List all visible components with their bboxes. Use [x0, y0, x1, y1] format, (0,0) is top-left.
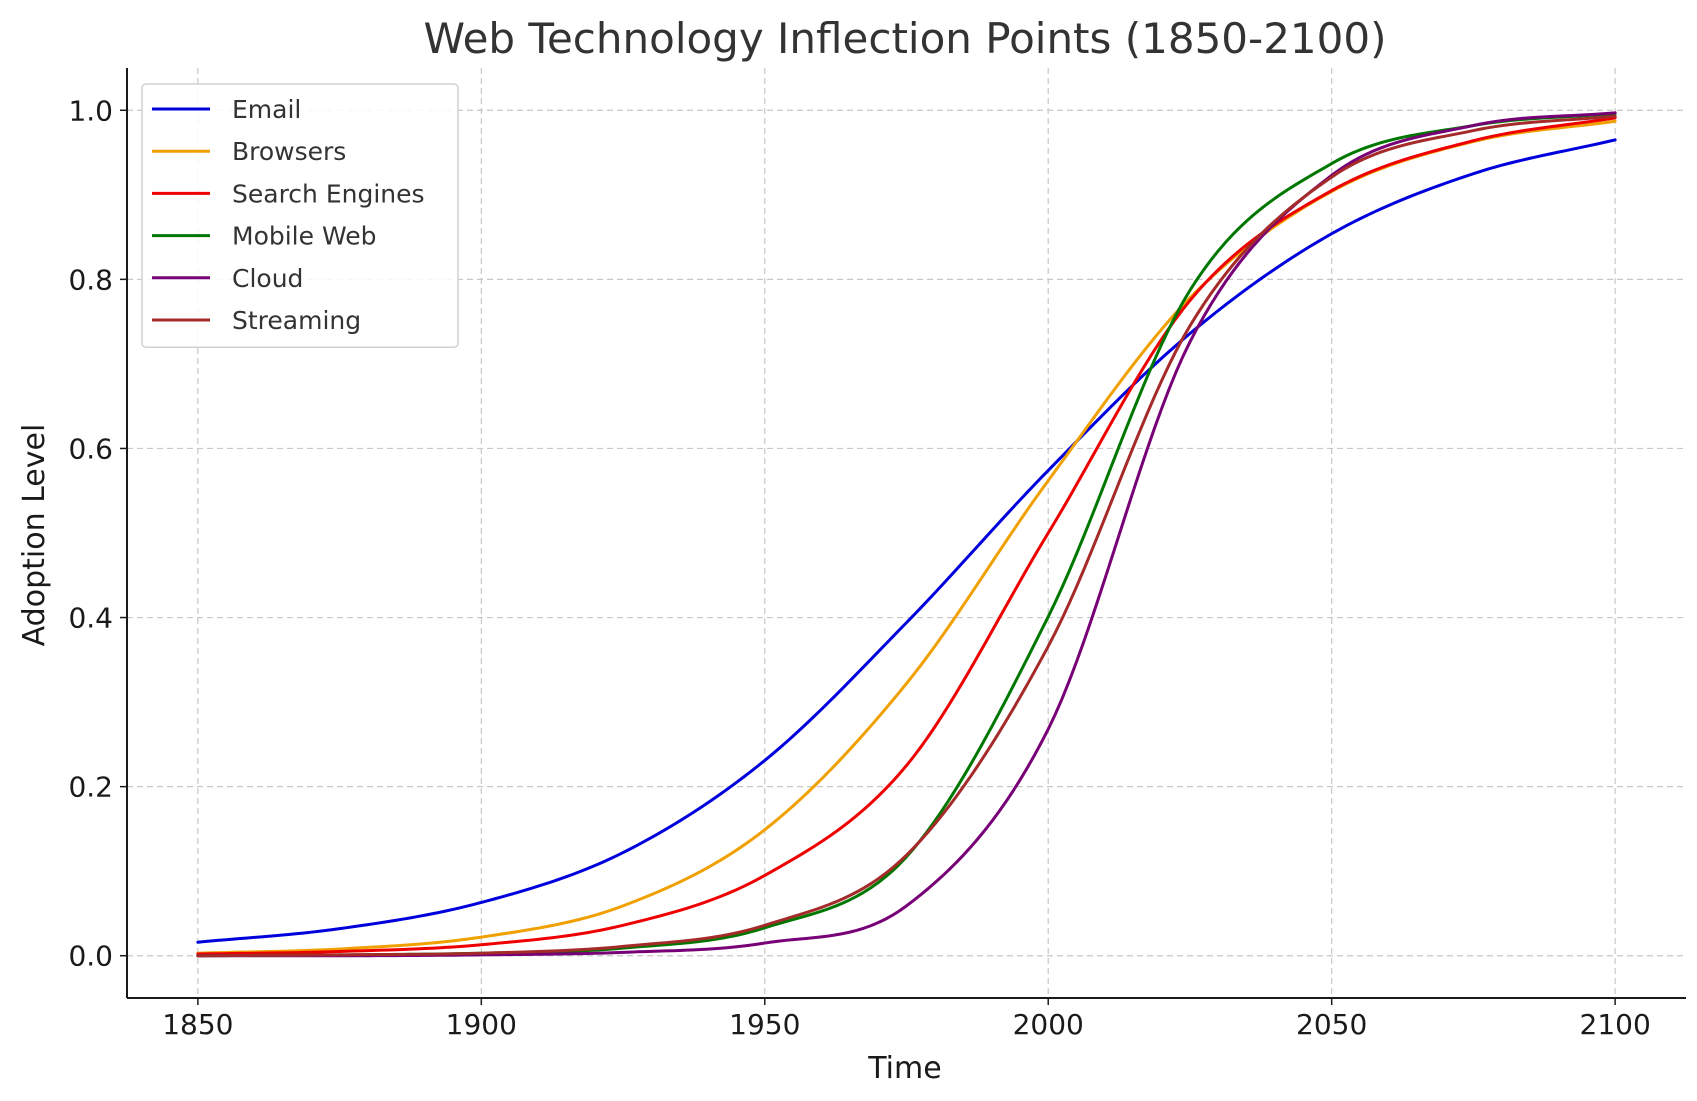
- y-axis-label: Adoption Level: [17, 424, 52, 647]
- legend-label-streaming: Streaming: [232, 306, 361, 335]
- y-tick-label: 0.8: [68, 263, 113, 296]
- series-line-streaming: [196, 114, 1617, 958]
- legend-label-search-engines: Search Engines: [232, 179, 425, 208]
- grid: [127, 68, 1686, 998]
- y-tick-label: 0.2: [68, 771, 113, 804]
- legend-label-browsers: Browsers: [232, 137, 346, 166]
- x-axis-label: Time: [867, 1051, 941, 1086]
- y-tick-label: 0.4: [68, 602, 113, 635]
- y-tick-label: 0.0: [68, 940, 113, 973]
- y-tick-label: 0.6: [68, 432, 113, 465]
- legend-label-cloud: Cloud: [232, 264, 303, 293]
- axes: 1850 1900 1950 2000 2050 2100 0.0 0.2 0.4 0.6 0.8 1…: [68, 68, 1686, 1041]
- y-tick-label: 1.0: [68, 94, 113, 127]
- legend-box: [141, 83, 459, 348]
- x-tick-label: 1950: [729, 1008, 800, 1041]
- x-tick-label: 2050: [1296, 1008, 1367, 1041]
- x-tick-label: 2000: [1013, 1008, 1084, 1041]
- x-tick-label: 1900: [446, 1008, 517, 1041]
- legend: Email Browsers Search Engines Mobile Web Clo…: [141, 83, 459, 348]
- series-lines: [196, 111, 1617, 958]
- legend-label-mobile-web: Mobile Web: [232, 222, 376, 251]
- x-tick-label: 1850: [162, 1008, 233, 1041]
- chart-title: Web Technology Inflection Points (1850-2…: [424, 14, 1387, 63]
- series-line-search-engines: [196, 116, 1617, 956]
- series-line-email: [196, 138, 1617, 944]
- x-tick-label: 2100: [1580, 1008, 1651, 1041]
- legend-label-email: Email: [232, 95, 301, 124]
